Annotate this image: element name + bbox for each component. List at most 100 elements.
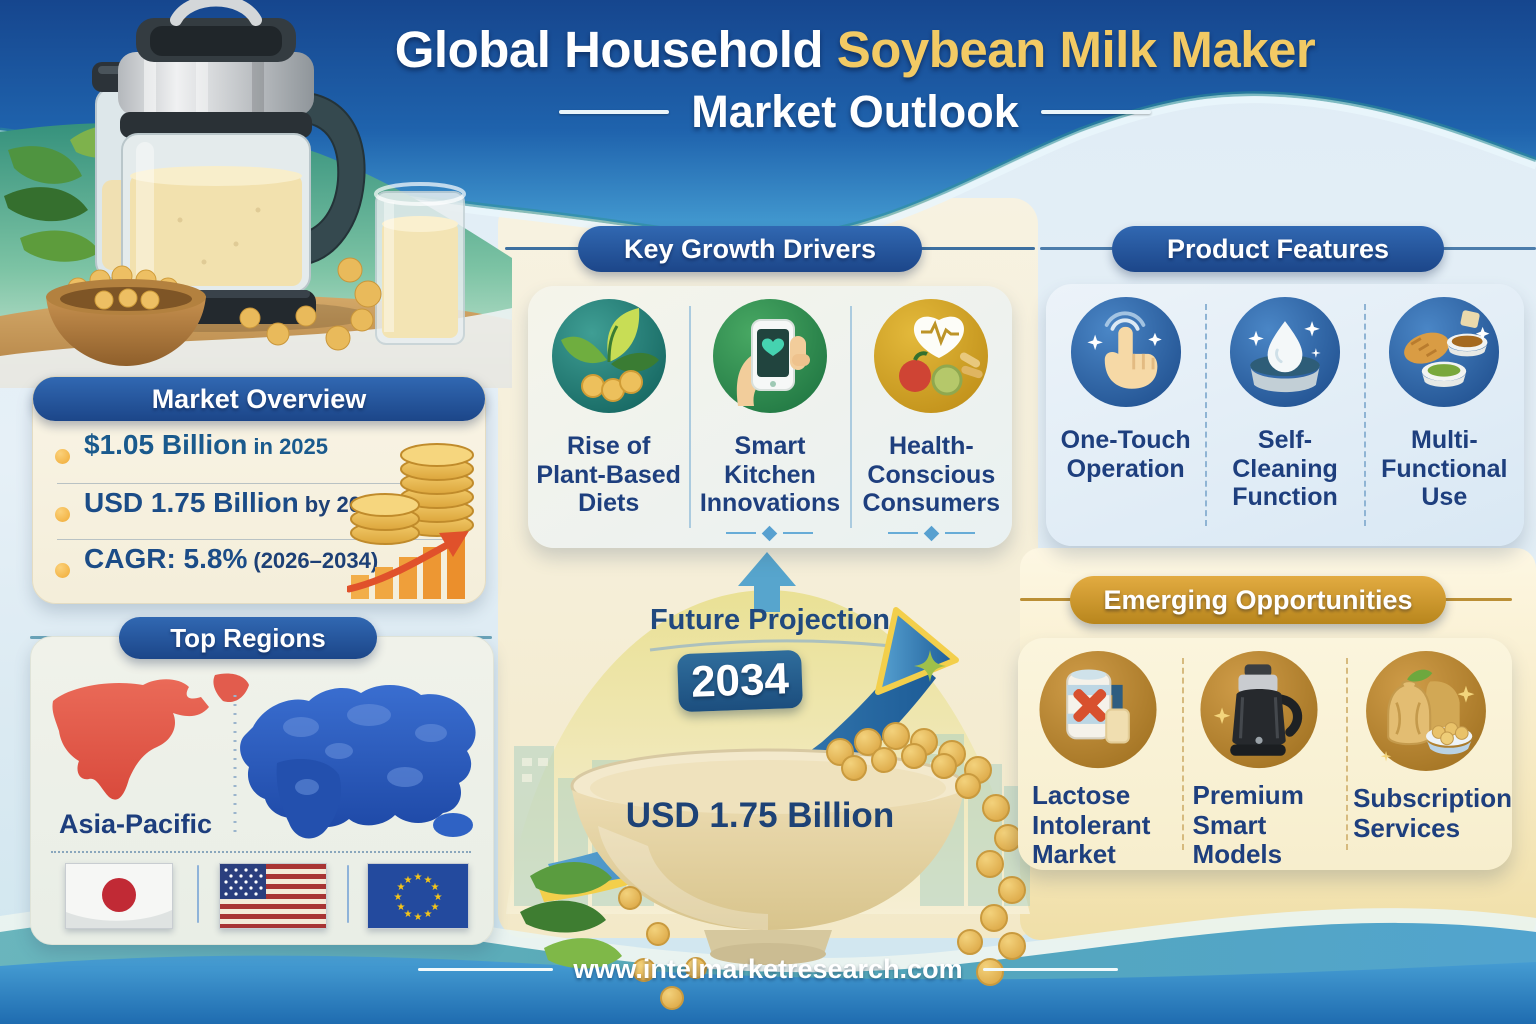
gold-coins-stack-icon [347,443,474,599]
bullet-dot-icon [55,562,70,578]
divider [57,483,465,484]
world-map [52,673,476,839]
key-growth-drivers-header: Key Growth Drivers [578,226,922,272]
usa-flag [219,863,327,929]
soybeans-left [618,886,707,1010]
emerging-item-label: Premium Smart Models [1192,780,1304,870]
svg-text:★: ★ [424,909,433,920]
footer-url[interactable]: www.intelmarketresearch.com [573,954,963,984]
market-cagr: CAGR: 5.8% [84,543,248,574]
emerging-opportunities-header: Emerging Opportunities [1070,576,1446,624]
market-overview-item: $1.05 Billion in 2025 [55,429,395,483]
divider [1182,658,1184,850]
scattered-soybeans [239,257,382,351]
feature-item-label: One-Touch Operation [1060,426,1191,483]
future-projection-scene [506,552,1030,1010]
water-drop-icon [1229,296,1341,408]
growth-item-label: Rise of Plant-Based Diets [536,432,681,517]
top-regions-header: Top Regions [119,617,377,659]
soybeans-right [826,722,1026,986]
product-features-header: Product Features [1112,226,1444,272]
market-value-2034: USD 1.75 Billion [84,487,299,518]
divider [689,306,691,528]
health-heart-icon [874,299,989,413]
growth-item-label: Smart Kitchen Innovations [699,432,841,517]
bullet-dot-icon [55,506,70,522]
smart-phone-icon [712,299,827,413]
growth-bars-arrow-icon [347,531,469,599]
leaves-left [520,861,622,969]
growth-item-smart-kitchen: Smart Kitchen Innovations [689,286,850,548]
premium-kettle-icon [1200,651,1318,769]
growth-item-label: Health-Conscious Consumers [862,432,1001,517]
divider [1364,304,1366,526]
eurasia-africa-blue [240,684,476,839]
dotted-divider [51,851,471,853]
svg-text:★: ★ [394,892,403,903]
footer-line-right [982,968,1118,971]
no-lactose-jug-icon [1039,651,1157,769]
title-part-white: Global Household [394,21,837,78]
plant-diet-icon [551,299,666,413]
divider [850,306,852,528]
market-cagr-range: (2026–2034) [253,548,379,573]
growth-item-plant-diets: Rise of Plant-Based Diets [528,286,689,548]
svg-text:★: ★ [397,902,406,913]
one-touch-icon [1070,296,1181,408]
page-title: Global Household Soybean Milk Maker Mark… [350,21,1360,138]
svg-text:★: ★ [431,902,440,913]
emerging-item-lactose: Lactose Intolerant Market [1018,638,1179,870]
feature-item-label: Multi-Functional Use [1381,426,1508,511]
soybean-bowl [46,265,206,366]
future-projection-year: 2034 [677,649,803,713]
market-value-2025: $1.05 Billion [84,429,248,460]
title-part-gold: Soybean Milk Maker [836,21,1316,78]
top-regions-panel: Top Regions [30,617,494,945]
machine [92,0,366,324]
market-overview-item: CAGR: 5.8% (2026–2034) [55,543,395,597]
growth-item-health-conscious: Health-Conscious Consumers [851,286,1012,548]
japan-flag [65,863,173,929]
footer: www.intelmarketresearch.com [0,954,1536,985]
title-line1: Global Household Soybean Milk Maker [350,21,1360,78]
svg-text:★: ★ [404,875,413,886]
svg-text:★: ★ [431,882,440,893]
market-overview-item: USD 1.75 Billion by 2034 [55,487,395,541]
emerging-item-premium: Premium Smart Models [1179,638,1340,870]
feature-item-label: Self-Cleaning Function [1232,426,1338,511]
emerging-item-subscription: Subscription Services [1339,638,1512,870]
market-overview-header: Market Overview [33,377,485,421]
divider [197,865,199,923]
svg-text:★: ★ [414,912,423,923]
flags-row: ★ ★ ★ ★ ★ ★ ★ ★ ★ ★ ★ ★ [31,861,493,933]
soybean-sack-icon [1365,651,1486,771]
market-value-2025-suffix: in 2025 [253,434,329,459]
key-growth-drivers-card: Rise of Plant-Based Diets Smart Kitchen … [528,286,1012,548]
svg-text:★: ★ [404,909,413,920]
multi-food-icon [1389,296,1500,408]
region-label: Asia-Pacific [59,809,213,839]
divider [1346,658,1348,850]
market-overview-panel: Market Overview $1.05 Billion in 2025 US… [32,376,486,604]
emerging-opportunities-card: Lactose Intolerant Market Premium Smart … [1018,638,1512,870]
svg-text:★: ★ [414,872,423,883]
feature-item-one-touch: One-Touch Operation [1046,284,1205,546]
milk-glass [374,182,466,345]
divider [1205,304,1207,526]
soy-milk-maker-illustration [0,0,512,388]
svg-text:★: ★ [397,882,406,893]
north-america-red [52,673,249,800]
bullet-dot-icon [55,448,70,464]
future-projection-value: USD 1.75 Billion [625,796,895,835]
divider [57,539,465,540]
feature-item-multi-functional: Multi-Functional Use [1365,284,1524,546]
feature-item-self-cleaning: Self-Cleaning Function [1205,284,1364,546]
svg-text:★: ★ [434,892,443,903]
up-arrow-icon [738,552,796,612]
product-features-card: One-Touch Operation Self-Cleaning Functi… [1046,284,1524,546]
divider [347,865,349,923]
title-subtitle: Market Outlook [691,86,1019,138]
emerging-item-label: Subscription Services [1353,783,1512,843]
title-line2: Market Outlook [350,86,1360,138]
